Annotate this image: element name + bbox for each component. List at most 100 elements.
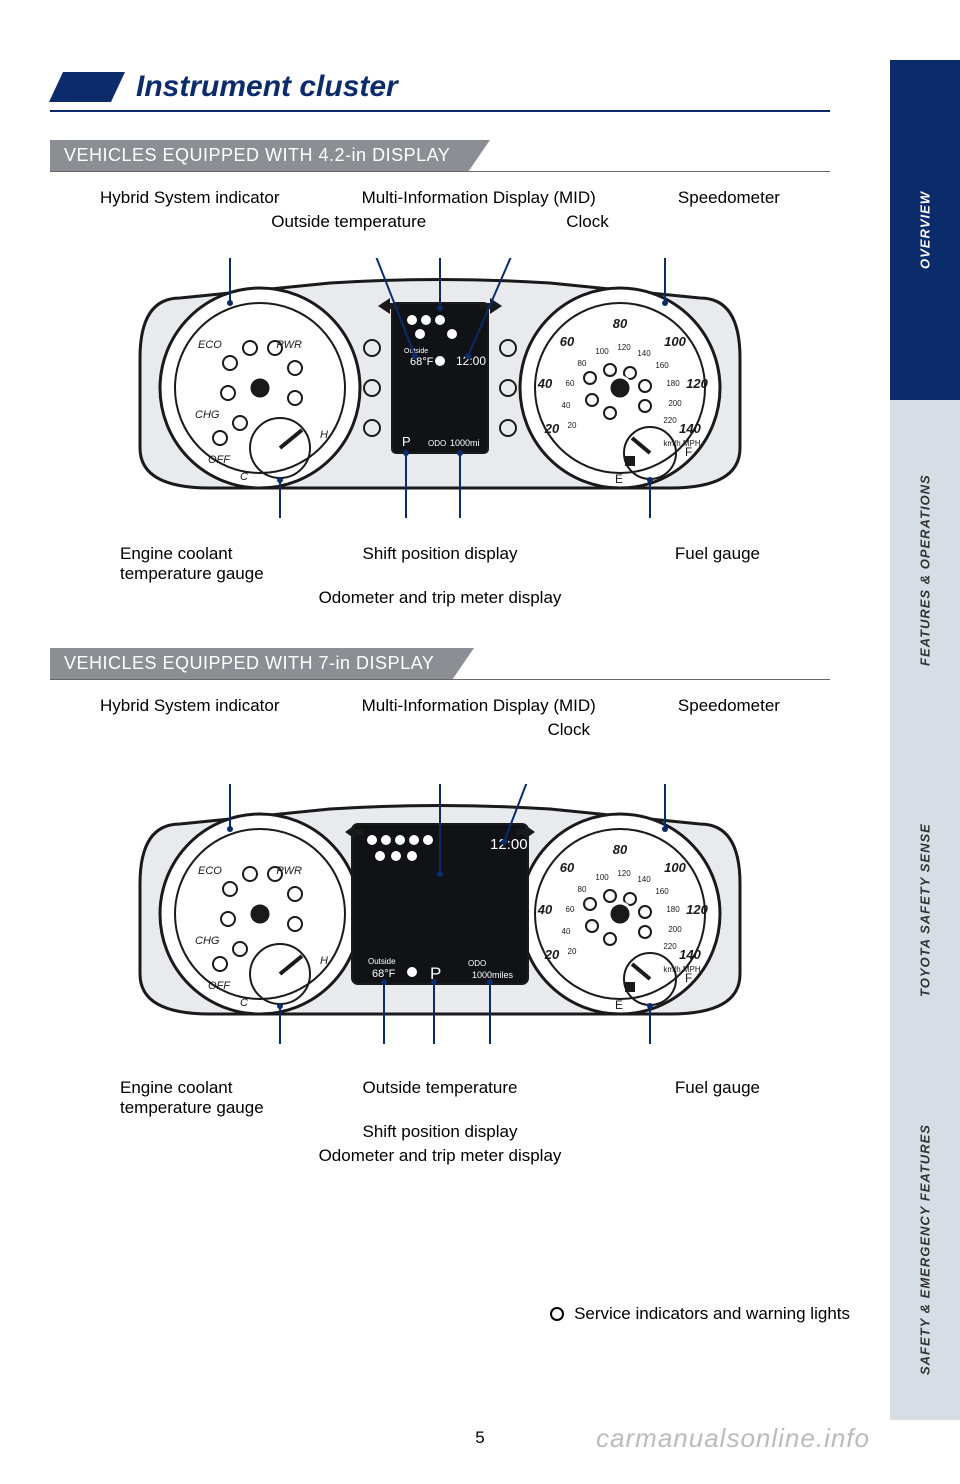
- svg-text:60: 60: [560, 860, 575, 875]
- label-mid: Multi-Information Display (MID): [362, 188, 596, 208]
- label-coolant: Engine coolant temperature gauge: [60, 1078, 311, 1118]
- speedo-40: 40: [537, 376, 553, 391]
- svg-text:200: 200: [668, 399, 682, 408]
- svg-text:20: 20: [544, 947, 560, 962]
- svg-text:100: 100: [664, 860, 686, 875]
- mid-odo-value: 1000miles: [472, 970, 514, 980]
- watermark: carmanualsonline.info: [596, 1423, 870, 1454]
- label-odometer: Odometer and trip meter display: [60, 588, 820, 608]
- speedo-units: km/h MPH: [663, 439, 701, 448]
- cluster-svg-wrap: ECO PWR CHG OFF C H: [120, 784, 760, 1044]
- svg-text:160: 160: [655, 887, 669, 896]
- svg-text:80: 80: [578, 359, 587, 368]
- svg-text:60: 60: [566, 379, 575, 388]
- svg-text:km/h MPH: km/h MPH: [663, 965, 701, 974]
- label-outside-temp: Outside temperature: [271, 212, 426, 232]
- section-heading: VEHICLES EQUIPPED WITH 4.2-in DISPLAY: [50, 140, 830, 172]
- page-content: Instrument cluster VEHICLES EQUIPPED WIT…: [50, 70, 830, 1206]
- mid-screen: [392, 303, 488, 453]
- mid-odo-value: 1000mi: [450, 438, 480, 448]
- svg-text:OFF: OFF: [208, 980, 231, 992]
- svg-text:40: 40: [562, 401, 571, 410]
- gauge-chg: CHG: [195, 409, 220, 421]
- label-shift: Shift position display: [60, 1122, 820, 1142]
- label-speedometer: Speedometer: [678, 696, 780, 716]
- svg-text:220: 220: [663, 942, 677, 951]
- speedo-100: 100: [664, 334, 686, 349]
- svg-text:180: 180: [666, 379, 680, 388]
- coolant-h: H: [320, 429, 328, 441]
- fuel-f: F: [685, 445, 692, 459]
- label-speedometer: Speedometer: [678, 188, 780, 208]
- page-title: Instrument cluster: [136, 70, 398, 104]
- mid-clock: 12:00: [456, 354, 486, 368]
- tab-toyota-safety-sense[interactable]: TOYOTA SAFETY SENSE: [890, 740, 960, 1080]
- svg-text:PWR: PWR: [276, 865, 302, 877]
- label-mid: Multi-Information Display (MID): [362, 696, 596, 716]
- section-7-display: VEHICLES EQUIPPED WITH 7-in DISPLAY Hybr…: [50, 648, 830, 1166]
- svg-text:H: H: [320, 955, 328, 967]
- svg-text:120: 120: [617, 343, 631, 352]
- svg-text:20: 20: [568, 421, 577, 430]
- svg-text:120: 120: [617, 869, 631, 878]
- label-odometer: Odometer and trip meter display: [60, 1146, 820, 1166]
- svg-text:F: F: [685, 971, 692, 985]
- circle-icon: [550, 1307, 564, 1321]
- label-shift: Shift position display: [315, 544, 566, 584]
- section-heading-wedge-icon: [452, 648, 474, 680]
- svg-text:180: 180: [666, 905, 680, 914]
- section-heading-text: VEHICLES EQUIPPED WITH 4.2-in DISPLAY: [50, 140, 468, 171]
- section-heading-wedge-icon: [468, 140, 490, 172]
- svg-text:40: 40: [562, 927, 571, 936]
- cluster-diagram-2: Hybrid System indicator Multi-Informatio…: [60, 696, 820, 1166]
- svg-text:80: 80: [613, 842, 628, 857]
- cluster-diagram-1: Hybrid System indicator Multi-Informatio…: [60, 188, 820, 608]
- legend-service-indicators: Service indicators and warning lights: [550, 1304, 850, 1324]
- tab-overview[interactable]: OVERVIEW: [890, 60, 960, 400]
- legend-text: Service indicators and warning lights: [574, 1304, 850, 1324]
- speedo-140: 140: [679, 421, 701, 436]
- svg-text:ECO: ECO: [198, 865, 222, 877]
- label-fuel: Fuel gauge: [569, 1078, 820, 1118]
- page-number: 5: [475, 1428, 484, 1448]
- mid-clock: 12:00: [490, 836, 528, 853]
- fuel-pump-icon: [625, 982, 635, 992]
- svg-text:220: 220: [663, 416, 677, 425]
- mid-outside-label: Outside: [368, 957, 396, 966]
- cluster-svg-wrap: ECO PWR CHG OFF C H: [120, 258, 760, 518]
- mid-shift: P: [402, 434, 411, 449]
- mid-odo-label: ODO: [468, 959, 486, 968]
- svg-text:100: 100: [595, 347, 609, 356]
- speedo-80: 80: [613, 316, 628, 331]
- svg-text:200: 200: [668, 925, 682, 934]
- instrument-cluster-svg: ECO PWR CHG OFF C H: [120, 784, 760, 1044]
- tab-features-operations[interactable]: FEATURES & OPERATIONS: [890, 400, 960, 740]
- section-4-2-display: VEHICLES EQUIPPED WITH 4.2-in DISPLAY Hy…: [50, 140, 830, 608]
- gauge-off: OFF: [208, 454, 231, 466]
- top-labels: Hybrid System indicator Multi-Informatio…: [60, 188, 820, 236]
- mid-outside-temp: 68°F: [372, 968, 396, 980]
- svg-text:80: 80: [578, 885, 587, 894]
- label-clock: Clock: [547, 720, 590, 740]
- tab-safety-emergency[interactable]: SAFETY & EMERGENCY FEATURES: [890, 1080, 960, 1420]
- svg-text:60: 60: [566, 905, 575, 914]
- mid-odo-label: ODO: [428, 439, 446, 448]
- top-labels: Hybrid System indicator Multi-Informatio…: [60, 696, 820, 744]
- coolant-c: C: [240, 471, 248, 483]
- page-title-row: Instrument cluster: [50, 70, 830, 112]
- svg-text:E: E: [615, 998, 623, 1012]
- title-slash-icon: [49, 72, 125, 102]
- svg-text:100: 100: [595, 873, 609, 882]
- bottom-labels: Engine coolant temperature gauge Shift p…: [60, 544, 820, 608]
- svg-text:160: 160: [655, 361, 669, 370]
- speedo-120: 120: [686, 376, 708, 391]
- label-outside-temp: Outside temperature: [315, 1078, 566, 1118]
- svg-text:20: 20: [568, 947, 577, 956]
- label-hybrid-indicator: Hybrid System indicator: [100, 188, 280, 208]
- section-heading: VEHICLES EQUIPPED WITH 7-in DISPLAY: [50, 648, 830, 680]
- svg-text:140: 140: [637, 875, 651, 884]
- fuel-e: E: [615, 472, 623, 486]
- instrument-cluster-svg: ECO PWR CHG OFF C H: [120, 258, 760, 518]
- label-hybrid-indicator: Hybrid System indicator: [100, 696, 280, 716]
- svg-text:40: 40: [537, 902, 553, 917]
